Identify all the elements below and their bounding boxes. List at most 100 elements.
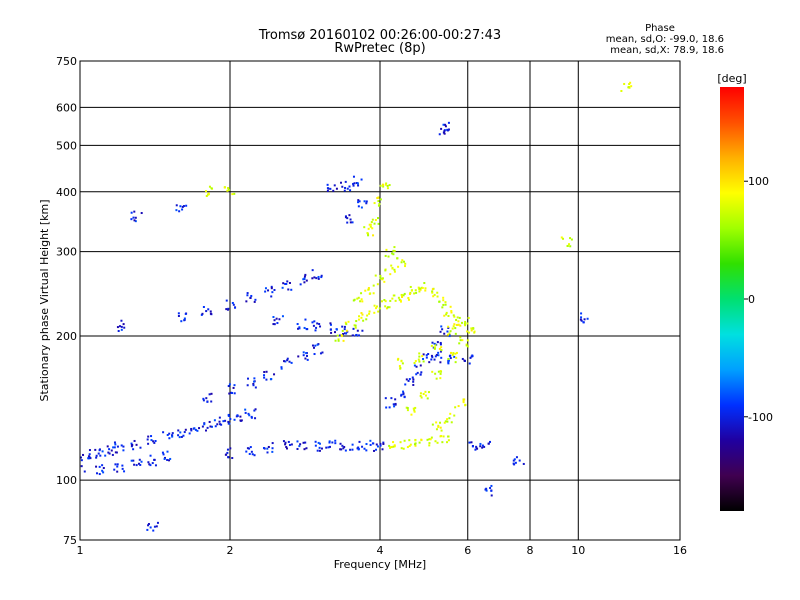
o-mode-point [114,443,117,446]
o-mode-point [97,452,100,455]
o-mode-point [447,362,450,365]
o-mode-point [180,435,183,438]
o-mode-point [298,327,301,330]
x-mode-point [393,270,396,273]
x-mode-point [385,307,388,310]
o-mode-point [416,371,419,374]
x-mode-point [450,311,453,314]
o-mode-point [413,364,416,367]
x-mode-point [432,295,435,298]
o-mode-point [489,440,492,443]
o-mode-point [228,383,231,386]
o-mode-point [98,465,101,468]
o-mode-point [222,420,225,423]
o-mode-point [339,442,342,445]
x-mode-point [382,185,385,188]
o-mode-point [254,408,257,411]
o-mode-point [194,428,197,431]
o-mode-point [471,354,474,357]
o-mode-point [175,204,178,207]
x-mode-point [361,313,364,316]
x-mode-point [412,407,415,410]
x-mode-point [386,306,389,309]
o-mode-point [385,406,388,409]
o-mode-point [201,425,204,428]
o-mode-point [320,447,323,450]
o-mode-point [352,175,355,178]
x-mode-point [414,444,417,447]
o-mode-point [311,344,314,347]
x-mode-point [405,406,408,409]
x-mode-point [410,413,413,416]
o-mode-point [474,448,477,451]
o-mode-point [580,316,583,319]
x-mode-point [446,420,449,423]
o-mode-point [203,422,206,425]
o-mode-point [357,205,360,208]
o-mode-point [180,320,183,323]
o-mode-point [120,444,123,447]
o-mode-point [233,384,236,387]
o-mode-point [135,443,138,446]
o-mode-point [133,463,136,466]
x-mode-point [408,439,411,442]
x-mode-point [406,407,409,410]
x-mode-point [436,441,439,444]
x-mode-point [347,320,350,323]
o-mode-point [232,386,235,389]
o-mode-point [140,460,143,463]
x-mode-point [419,394,422,397]
o-mode-point [181,205,184,208]
x-mode-point [441,441,444,444]
o-mode-point [101,464,104,467]
o-mode-point [280,366,283,369]
x-mode-point [344,321,347,324]
x-mode-point [442,303,445,306]
o-mode-point [206,426,209,429]
o-mode-point [206,400,209,403]
x-mode-point [569,245,572,248]
o-mode-point [382,442,385,445]
x-mode-point [434,344,437,347]
o-mode-point [435,353,438,356]
o-mode-point [344,216,347,219]
x-mode-point [452,314,455,317]
x-mode-point [414,289,417,292]
x-mode-point [399,300,402,303]
o-mode-point [270,287,273,290]
o-mode-point [122,449,125,452]
o-mode-point [481,446,484,449]
o-mode-point [312,346,315,349]
o-mode-point [171,435,174,438]
o-mode-point [179,205,182,208]
o-mode-point [265,370,268,373]
y-tick-label: 400 [56,186,77,199]
o-mode-point [166,458,169,461]
o-mode-point [177,434,180,437]
o-mode-point [313,353,316,356]
o-mode-point [210,400,213,403]
o-mode-point [179,431,182,434]
o-mode-point [245,300,248,303]
x-mode-point [378,203,381,206]
o-mode-point [339,334,342,337]
o-mode-point [329,328,332,331]
o-mode-point [345,332,348,335]
x-mode-point [368,312,371,315]
x-mode-point [628,83,631,86]
x-mode-point [377,200,380,203]
o-mode-point [202,397,205,400]
x-mode-point [437,370,440,373]
x-mode-point [364,289,367,292]
o-mode-point [224,419,227,422]
x-mode-point [570,238,573,241]
o-mode-point [311,321,314,324]
x-mode-point [628,86,631,89]
o-mode-point [182,205,185,208]
o-mode-point [175,209,178,212]
o-mode-point [252,382,255,385]
o-mode-point [273,373,276,376]
x-mode-point [461,339,464,342]
o-mode-point [135,464,138,467]
x-mode-point [465,344,468,347]
